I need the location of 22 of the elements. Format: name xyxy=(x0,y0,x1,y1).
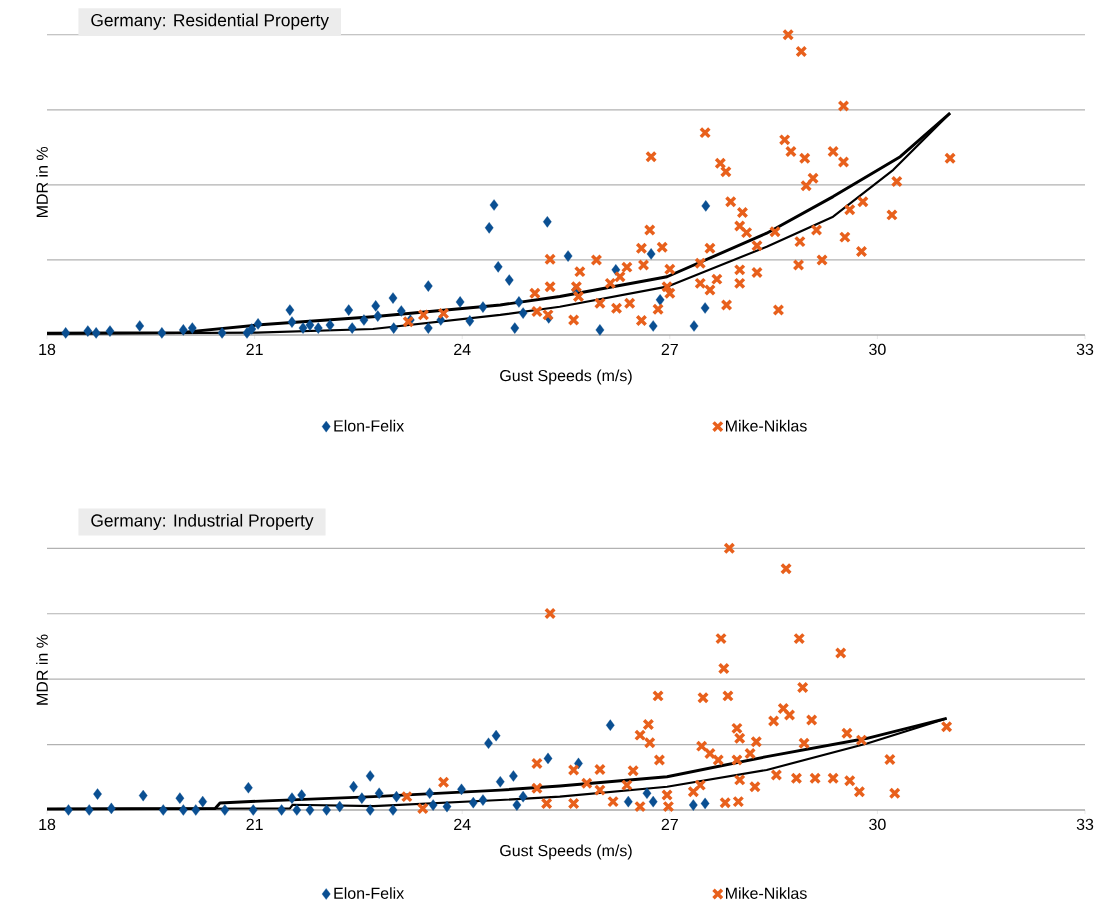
y-axis-title: MDR in % xyxy=(36,146,48,218)
x-tick-label: 24 xyxy=(454,818,471,830)
y-axis-title: MDR in % xyxy=(36,634,48,705)
x-tick-label: 27 xyxy=(661,343,678,355)
x-tick-label: 27 xyxy=(661,818,678,830)
x-axis-title: Gust Speeds (m/s) xyxy=(500,844,632,860)
x-axis-title: Gust Speeds (m/s) xyxy=(500,369,632,385)
legend-label: Elon-Felix xyxy=(334,419,404,432)
legend-label: Mike-Niklas xyxy=(725,887,807,899)
x-tick-label: 21 xyxy=(246,818,263,830)
legend-label: Elon-Felix xyxy=(334,887,404,899)
x-tick-label: 30 xyxy=(869,818,886,831)
x-tick-label: 33 xyxy=(1076,818,1094,831)
chart-title: Germany: Residential Property xyxy=(91,13,329,30)
x-tick-label: 33 xyxy=(1076,343,1094,356)
x-tick-label: 30 xyxy=(869,343,886,356)
x-tick-label: 18 xyxy=(39,818,56,831)
x-tick-label: 24 xyxy=(454,343,471,355)
legend-label: Mike-Niklas xyxy=(725,419,807,432)
x-tick-label: 18 xyxy=(39,343,56,356)
chart-title: Germany: Industrial Property xyxy=(91,513,314,531)
x-tick-label: 21 xyxy=(246,343,263,355)
